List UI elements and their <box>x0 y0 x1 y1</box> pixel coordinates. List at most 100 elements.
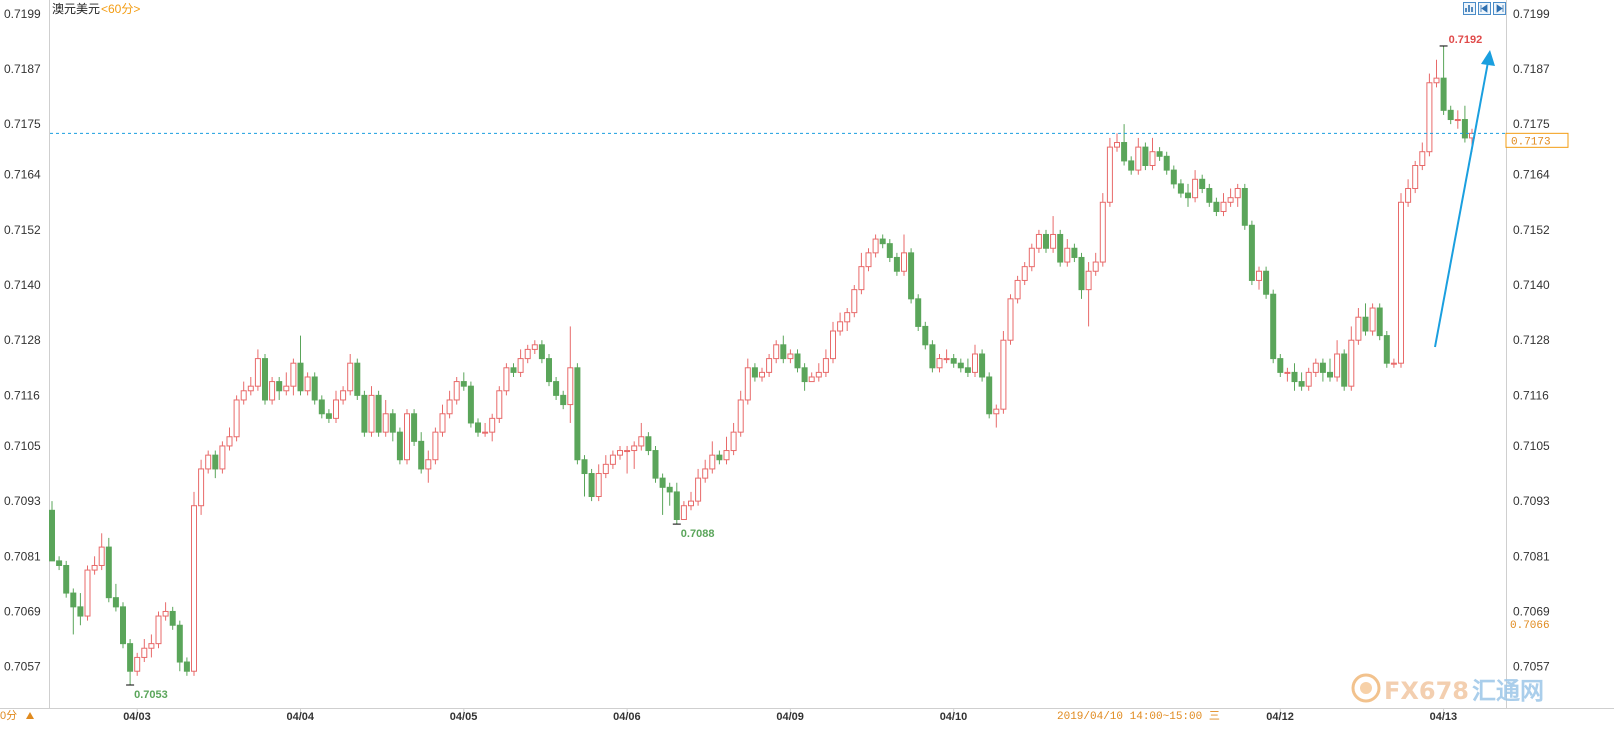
candle[interactable] <box>1185 183 1191 207</box>
candle[interactable] <box>1248 220 1255 286</box>
candle[interactable] <box>993 404 1000 428</box>
candle[interactable] <box>957 358 964 373</box>
candle[interactable] <box>269 376 276 405</box>
candle[interactable] <box>1454 110 1461 129</box>
candle[interactable] <box>624 445 631 474</box>
candle[interactable] <box>1284 367 1291 382</box>
candle[interactable] <box>1177 179 1184 198</box>
candle[interactable] <box>780 335 787 364</box>
candle[interactable] <box>77 593 84 626</box>
candle[interactable] <box>915 294 922 332</box>
candle[interactable] <box>922 321 929 350</box>
candle[interactable] <box>496 386 503 423</box>
candle[interactable] <box>1241 183 1248 230</box>
candle[interactable] <box>425 450 432 483</box>
candle[interactable] <box>517 349 524 377</box>
candle[interactable] <box>744 358 751 405</box>
candle[interactable] <box>347 354 354 396</box>
candle[interactable] <box>872 234 879 258</box>
candle[interactable] <box>439 404 446 437</box>
candle[interactable] <box>673 482 680 525</box>
candle[interactable] <box>1440 45 1447 115</box>
candle[interactable] <box>212 450 219 479</box>
candle[interactable] <box>801 363 808 391</box>
candle[interactable] <box>1256 266 1262 290</box>
candle[interactable] <box>70 588 77 635</box>
candle[interactable] <box>815 363 822 382</box>
candle[interactable] <box>1369 303 1376 336</box>
candle[interactable] <box>1099 193 1106 267</box>
candle[interactable] <box>808 372 815 383</box>
candle[interactable] <box>730 422 737 456</box>
candle[interactable] <box>560 390 567 410</box>
candle[interactable] <box>404 409 410 465</box>
candle[interactable] <box>283 372 290 396</box>
candle[interactable] <box>1277 354 1284 377</box>
candle[interactable] <box>766 354 773 377</box>
candle[interactable] <box>1078 252 1085 299</box>
candle[interactable] <box>1376 303 1383 341</box>
candle[interactable] <box>659 473 666 515</box>
candle[interactable] <box>1021 262 1028 286</box>
candle[interactable] <box>1390 358 1397 368</box>
candle[interactable] <box>1319 358 1326 382</box>
candle[interactable] <box>617 445 623 460</box>
candle[interactable] <box>162 602 169 621</box>
candle[interactable] <box>645 432 652 456</box>
candle[interactable] <box>830 321 836 364</box>
candle[interactable] <box>886 239 893 263</box>
candle[interactable] <box>276 376 283 400</box>
candle[interactable] <box>858 252 865 295</box>
candle[interactable] <box>1362 303 1369 336</box>
candle[interactable] <box>1341 349 1348 391</box>
candle[interactable] <box>546 354 552 387</box>
candle[interactable] <box>1220 193 1227 217</box>
candle[interactable] <box>822 349 829 377</box>
candle[interactable] <box>1405 179 1412 207</box>
candle[interactable] <box>1213 197 1220 217</box>
candle[interactable] <box>1348 326 1355 391</box>
candle[interactable] <box>460 372 467 391</box>
candle[interactable] <box>396 427 403 465</box>
trend-arrow[interactable] <box>1434 50 1495 348</box>
candle[interactable] <box>666 482 673 506</box>
candle[interactable] <box>226 427 233 451</box>
candle[interactable] <box>595 464 602 502</box>
candle[interactable] <box>1199 174 1206 194</box>
candle[interactable] <box>609 450 616 469</box>
candle[interactable] <box>1121 124 1128 166</box>
candle[interactable] <box>794 349 801 373</box>
candle[interactable] <box>531 340 538 354</box>
candle[interactable] <box>510 363 517 377</box>
candle[interactable] <box>191 491 197 676</box>
candle[interactable] <box>254 349 261 391</box>
candle[interactable] <box>311 372 318 405</box>
candle[interactable] <box>297 335 304 396</box>
candle[interactable] <box>333 390 339 423</box>
candle[interactable] <box>1192 170 1199 203</box>
candle[interactable] <box>219 441 226 474</box>
candle[interactable] <box>936 354 943 373</box>
candle[interactable] <box>240 381 247 405</box>
candle[interactable] <box>1163 151 1170 175</box>
candle[interactable] <box>105 537 112 603</box>
candle[interactable] <box>1426 73 1433 157</box>
candle[interactable] <box>1028 243 1035 272</box>
candle[interactable] <box>1461 105 1468 143</box>
candle[interactable] <box>1412 160 1419 194</box>
candle[interactable] <box>1355 308 1362 345</box>
candle[interactable] <box>865 248 872 272</box>
candle[interactable] <box>964 358 971 377</box>
candle[interactable] <box>63 560 70 598</box>
candle[interactable] <box>1334 340 1341 382</box>
candle[interactable] <box>446 390 453 419</box>
candle[interactable] <box>482 422 489 437</box>
candle[interactable] <box>475 418 481 437</box>
candle[interactable] <box>1149 137 1156 171</box>
candle[interactable] <box>262 354 268 405</box>
candle[interactable] <box>1270 289 1277 364</box>
candle[interactable] <box>709 441 716 474</box>
candle[interactable] <box>84 565 91 621</box>
candle[interactable] <box>325 409 332 423</box>
